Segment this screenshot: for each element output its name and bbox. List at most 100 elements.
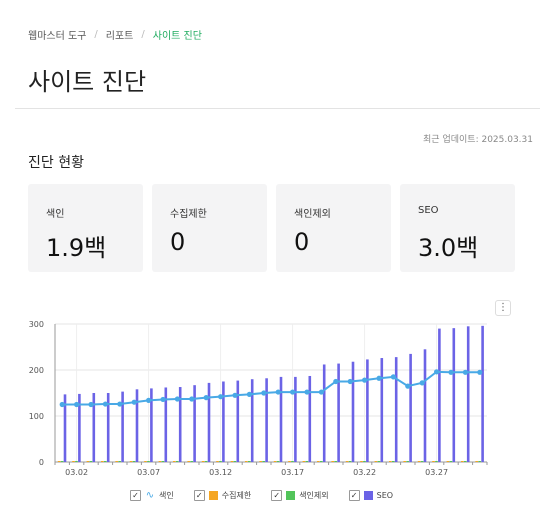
line-point	[102, 401, 108, 407]
line-point	[174, 396, 180, 402]
breadcrumb-item-report[interactable]: 리포트	[105, 31, 134, 42]
bar-색인제외	[247, 461, 251, 462]
bar-색인제외	[348, 461, 352, 462]
bar-SEO	[106, 393, 110, 462]
breadcrumb-item-webmaster-tools[interactable]: 웹마스터 도구	[28, 31, 87, 42]
bar-수집제한	[216, 461, 219, 462]
chart-menu-button[interactable]: ⋮	[495, 300, 511, 316]
bar-SEO	[207, 382, 211, 462]
bar-수집제한	[259, 461, 262, 462]
bar-색인제외	[478, 461, 481, 462]
y-tick-label: 200	[29, 366, 44, 375]
card-index-excluded: 색인제외 0	[276, 184, 391, 272]
bar-SEO	[294, 376, 297, 462]
x-tick-label: 03.12	[209, 468, 232, 477]
line-point	[390, 374, 396, 380]
line-point	[347, 378, 353, 385]
page-title: 사이트 진단	[28, 68, 147, 96]
bar-SEO	[78, 393, 81, 462]
bar-수집제한	[446, 461, 450, 462]
bar-swatch-icon	[363, 491, 373, 500]
bar-SEO	[322, 364, 326, 462]
breadcrumb: 웹마스터 도구 / 리포트 / 사이트 진단	[28, 27, 202, 42]
line-point	[203, 395, 209, 401]
bar-색인제외	[219, 461, 222, 462]
bar-SEO	[92, 393, 96, 462]
legend-checkbox[interactable]: ✓	[193, 490, 205, 501]
card-label: 수집제한	[170, 209, 207, 220]
line-point	[362, 377, 368, 383]
bar-SEO	[452, 328, 456, 462]
line-point	[261, 390, 267, 396]
line-point	[160, 396, 166, 403]
bar-swatch-icon	[208, 491, 218, 500]
bar-수집제한	[72, 461, 75, 462]
bar-색인제외	[175, 461, 179, 462]
bar-수집제한	[475, 461, 478, 462]
line-point	[59, 401, 65, 408]
bar-수집제한	[273, 461, 277, 462]
bar-SEO	[222, 381, 225, 462]
line-point	[117, 401, 123, 407]
x-tick-label: 03.02	[65, 468, 88, 477]
bar-색인제외	[406, 461, 409, 462]
bar-수집제한	[245, 461, 248, 462]
line-point	[74, 401, 80, 408]
legend-label: 수집제한	[221, 491, 252, 500]
line-point	[189, 396, 195, 402]
last-updated-label: 최근 업데이트: 2025.03.31	[423, 135, 533, 145]
bar-SEO	[265, 378, 268, 462]
line-point	[376, 375, 382, 381]
bar-수집제한	[144, 461, 147, 462]
bar-색인제외	[132, 461, 136, 462]
line-point	[304, 389, 310, 395]
line-point	[131, 399, 137, 405]
bar-색인제외	[190, 461, 193, 462]
bar-수집제한	[302, 461, 306, 462]
bar-색인제외	[89, 461, 93, 462]
card-label: 색인제외	[294, 209, 331, 220]
bar-SEO	[366, 359, 369, 462]
card-value: 1.9백	[46, 234, 107, 262]
legend-item-index-excluded[interactable]: ✓ 색인제외	[271, 490, 329, 501]
card-crawl-limit: 수집제한 0	[152, 184, 267, 272]
legend-item-seo[interactable]: ✓ SEO	[348, 490, 393, 501]
breadcrumb-separator: /	[94, 29, 98, 40]
legend-checkbox[interactable]: ✓	[130, 490, 141, 501]
bar-SEO	[466, 326, 470, 462]
kebab-menu-icon: ⋮	[498, 302, 508, 313]
summary-cards: 색인 1.9백 수집제한 0 색인제외 0 SEO 3.0백	[28, 184, 515, 272]
bar-수집제한	[101, 461, 104, 462]
legend-checkbox[interactable]: ✓	[271, 490, 283, 501]
y-tick-label: 300	[29, 320, 44, 329]
card-value: 3.0백	[418, 234, 479, 262]
bar-수집제한	[331, 461, 334, 462]
bar-색인제외	[391, 461, 395, 462]
bar-SEO	[481, 325, 484, 462]
bar-SEO	[438, 328, 441, 462]
line-point	[318, 389, 324, 395]
bar-색인제외	[118, 461, 121, 462]
legend-checkbox[interactable]: ✓	[348, 490, 360, 501]
legend-label: 색인제외	[299, 491, 329, 500]
bar-색인제외	[233, 461, 237, 462]
line-point	[218, 394, 224, 400]
bar-SEO	[250, 379, 254, 462]
section-title: 진단 현황	[28, 155, 84, 171]
line-point	[290, 389, 296, 395]
legend-item-crawl-limit[interactable]: ✓ 수집제한	[193, 490, 252, 501]
line-point	[333, 378, 339, 385]
line-series-icon: ∿	[145, 490, 155, 501]
legend-item-index[interactable]: ✓ ∿ 색인	[130, 490, 174, 501]
bar-수집제한	[417, 461, 421, 462]
line-point	[246, 391, 252, 397]
x-tick-label: 03.22	[353, 468, 376, 477]
breadcrumb-separator: /	[141, 29, 145, 40]
bar-색인제외	[435, 461, 438, 462]
x-tick-label: 03.27	[425, 468, 448, 477]
bar-수집제한	[403, 461, 406, 462]
bar-수집제한	[230, 461, 234, 462]
bar-SEO	[236, 380, 240, 462]
bar-색인제외	[334, 461, 337, 462]
bar-수집제한	[129, 461, 133, 462]
